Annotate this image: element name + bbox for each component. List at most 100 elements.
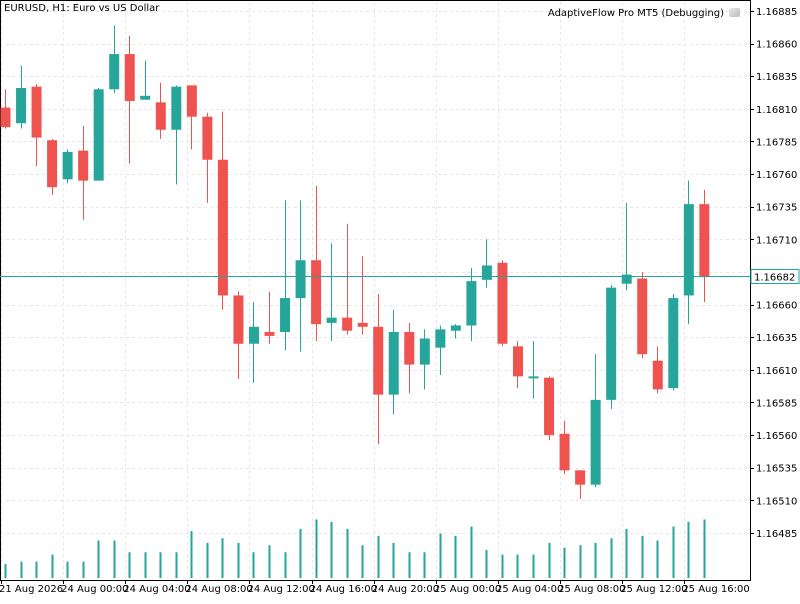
current-price-label: 1.16682 <box>754 273 795 284</box>
candle-body <box>31 86 42 138</box>
x-tick-label: 21 Aug 2026 <box>0 584 63 595</box>
y-tick-label: 1.16585 <box>756 398 797 409</box>
candle-bear <box>78 125 89 220</box>
volume-histogram <box>4 519 706 578</box>
y-tick-label: 1.16785 <box>756 137 797 148</box>
candle-bear <box>575 470 586 500</box>
symbol-description: Euro vs US Dollar <box>72 3 160 14</box>
candle-bull <box>466 268 477 342</box>
candle-body <box>264 332 275 336</box>
candle-body <box>404 332 415 365</box>
candle-bull <box>388 309 399 415</box>
candle-bull <box>280 200 291 351</box>
candle-body <box>606 287 617 400</box>
axis-frame <box>0 0 751 581</box>
candle-body <box>186 85 197 117</box>
candle-body <box>47 140 58 188</box>
candle-bear <box>155 82 166 139</box>
candle-body <box>233 295 244 344</box>
y-tick-label: 1.16735 <box>756 203 797 214</box>
candle-body <box>637 278 648 355</box>
candle-body <box>280 298 291 332</box>
x-tick-label: 24 Aug 16:00 <box>310 584 377 595</box>
candle-body <box>357 322 368 327</box>
candle-body <box>124 54 135 102</box>
price-line-group: 1.16682 <box>0 269 800 284</box>
candle-body <box>109 54 120 90</box>
y-tick-label: 1.16660 <box>756 301 797 312</box>
candle-bear <box>637 271 648 359</box>
x-tick-label: 25 Aug 04:00 <box>496 584 563 595</box>
candle-bull <box>481 239 492 288</box>
hat-icon[interactable] <box>729 8 740 17</box>
candle-bull <box>140 60 151 100</box>
candle-bull <box>435 325 446 376</box>
candle-body <box>16 87 27 124</box>
candle-bear <box>186 85 197 150</box>
candle-body <box>450 325 461 331</box>
candle-bull <box>295 200 306 352</box>
candle-body <box>528 376 539 379</box>
candle-bull <box>450 324 461 339</box>
candle-body <box>419 338 430 365</box>
candle-body <box>544 377 555 436</box>
candle-bull <box>16 65 27 129</box>
candles <box>0 25 710 500</box>
candle-body <box>373 326 384 395</box>
candle-body <box>668 298 679 389</box>
current-price-tag <box>750 269 800 284</box>
x-tick-label: 25 Aug 00:00 <box>434 584 501 595</box>
y-tick-label: 1.16510 <box>756 496 797 507</box>
expert-advisor-indicator[interactable]: AdaptiveFlow Pro MT5 (Debugging) <box>548 8 740 19</box>
candle-bull <box>668 294 679 391</box>
chart-header: EURUSD, H1: Euro vs US Dollar <box>4 3 160 14</box>
x-tick-label: 24 Aug 12:00 <box>247 584 314 595</box>
candle-bull <box>419 329 430 390</box>
candle-bull <box>528 341 539 399</box>
candle-body <box>62 151 73 180</box>
candle-bull <box>621 202 632 291</box>
candle-body <box>248 326 259 344</box>
candle-bear <box>342 223 353 335</box>
candle-body <box>683 204 694 296</box>
y-tick-label: 1.16835 <box>756 72 797 83</box>
candle-body <box>559 433 570 471</box>
candle-bear <box>373 294 384 445</box>
candle-bull <box>109 25 120 94</box>
candle-body <box>202 116 213 160</box>
candle-bear <box>404 322 415 394</box>
expert-advisor-label: AdaptiveFlow Pro MT5 (Debugging) <box>547 8 724 19</box>
x-tick-label: 24 Aug 20:00 <box>372 584 439 595</box>
candle-bull <box>326 243 337 342</box>
candle-bear <box>264 291 275 344</box>
candle-body <box>699 204 710 278</box>
symbol-label: EURUSD <box>4 3 46 14</box>
candle-bear <box>512 341 523 389</box>
candle-bear <box>124 35 135 164</box>
candle-bull <box>248 301 259 383</box>
candle-bear <box>544 376 555 441</box>
candle-bear <box>47 138 58 195</box>
candle-bull <box>93 87 104 181</box>
candle-body <box>93 89 104 181</box>
candle-body <box>295 260 306 299</box>
candle-bear <box>497 260 508 347</box>
candle-body <box>342 317 353 331</box>
candle-body <box>388 332 399 395</box>
y-axis-labels: 1.16885 1.16860 1.16835 1.16810 1.16785 1.167… <box>750 7 797 540</box>
candle-body <box>217 159 228 296</box>
candle-bear <box>31 84 42 167</box>
candle-bear <box>202 112 213 203</box>
candle-bear <box>0 89 11 129</box>
x-tick-label: 24 Aug 04:00 <box>123 584 190 595</box>
y-tick-label: 1.16535 <box>756 464 797 475</box>
candle-body <box>497 262 508 344</box>
y-tick-label: 1.16560 <box>756 431 797 442</box>
candle-body <box>466 281 477 326</box>
y-tick-label: 1.16810 <box>756 105 797 116</box>
x-tick-label: 24 Aug 00:00 <box>61 584 128 595</box>
candle-bear <box>217 111 228 310</box>
